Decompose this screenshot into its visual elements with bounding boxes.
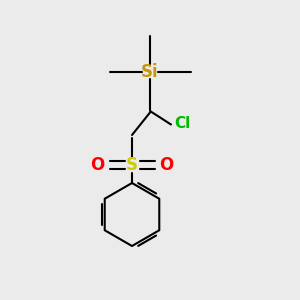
Text: S: S	[126, 156, 138, 174]
Text: Cl: Cl	[175, 116, 191, 130]
Text: Si: Si	[141, 63, 159, 81]
Text: O: O	[90, 156, 105, 174]
Text: O: O	[159, 156, 174, 174]
